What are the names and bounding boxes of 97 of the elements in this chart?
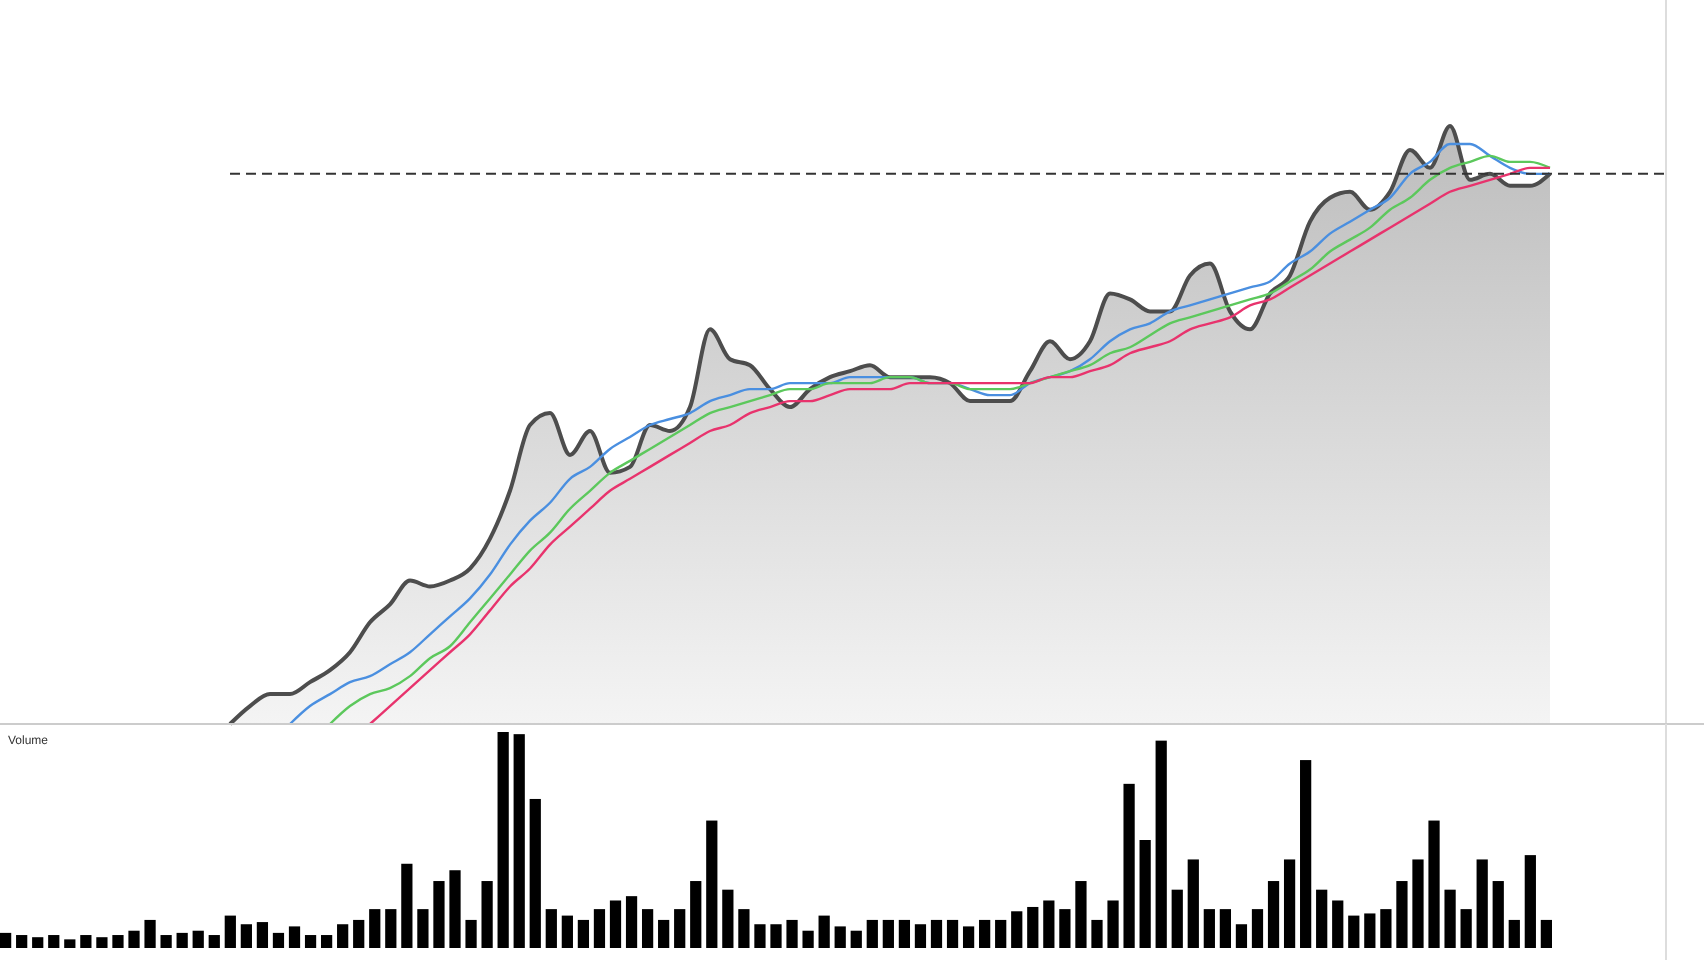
bar <box>240 924 252 948</box>
bar <box>1235 924 1248 948</box>
bar <box>962 926 975 948</box>
bar <box>545 909 557 948</box>
bar <box>1043 900 1055 948</box>
bar <box>1300 760 1312 948</box>
bar <box>160 935 172 948</box>
bar <box>754 924 766 948</box>
bar <box>433 881 445 948</box>
bar <box>818 915 830 948</box>
bar <box>609 900 622 948</box>
bar <box>1428 820 1440 948</box>
bar <box>1203 909 1215 948</box>
bar <box>449 870 461 948</box>
bar <box>882 919 894 948</box>
bar <box>80 935 92 948</box>
bar <box>1187 859 1199 948</box>
bar <box>593 909 606 948</box>
bar <box>96 937 108 948</box>
bar <box>128 930 140 948</box>
bar <box>48 935 60 948</box>
bar <box>465 919 477 948</box>
bar <box>1332 900 1344 948</box>
bar <box>529 798 541 948</box>
bar <box>353 919 365 948</box>
bar <box>738 909 750 948</box>
bar <box>802 930 814 948</box>
bar <box>497 732 509 948</box>
bar <box>641 909 654 948</box>
bar <box>1316 889 1328 948</box>
bar <box>272 932 285 948</box>
bar <box>898 919 911 948</box>
bar <box>1348 915 1360 948</box>
bar <box>1492 881 1504 948</box>
bar <box>706 820 718 948</box>
bar <box>1123 783 1135 948</box>
bar <box>176 932 188 948</box>
bar <box>722 889 734 948</box>
bar <box>770 924 782 948</box>
bar <box>369 909 381 948</box>
bar <box>1251 909 1264 948</box>
bar <box>304 935 317 948</box>
bar <box>1476 859 1488 948</box>
bar <box>561 915 573 948</box>
bar <box>144 919 156 948</box>
bar <box>1027 906 1039 948</box>
bar <box>946 919 959 948</box>
bar <box>674 909 686 948</box>
bar <box>1171 889 1183 948</box>
bar <box>320 935 333 948</box>
bar <box>1283 859 1296 948</box>
bar <box>1139 840 1151 948</box>
bar <box>208 935 220 948</box>
bar <box>1524 855 1536 948</box>
bar <box>112 935 124 948</box>
bar <box>1155 740 1167 948</box>
bar <box>690 881 702 948</box>
bar <box>256 922 269 948</box>
bar <box>0 932 12 948</box>
bar <box>1059 909 1071 948</box>
bar <box>1508 919 1520 948</box>
bar <box>401 863 413 948</box>
bar <box>930 919 943 948</box>
bar <box>850 930 862 948</box>
bar <box>658 919 670 948</box>
bar <box>786 919 798 948</box>
bar <box>481 881 493 948</box>
bar <box>192 930 204 948</box>
bar <box>1107 900 1119 948</box>
bar <box>834 926 846 948</box>
bar <box>288 926 301 948</box>
bar <box>16 935 28 948</box>
bar <box>577 919 590 948</box>
bar <box>914 924 927 948</box>
bar <box>979 919 991 948</box>
bar <box>1011 911 1023 948</box>
bar <box>1540 919 1552 948</box>
bar <box>513 734 525 948</box>
bar <box>224 915 236 948</box>
bar <box>1396 881 1408 948</box>
bar <box>866 919 878 948</box>
bar <box>1444 889 1456 948</box>
bar <box>1364 913 1376 948</box>
bar <box>417 909 429 948</box>
bar <box>1267 881 1280 948</box>
bar <box>385 909 397 948</box>
bar <box>64 939 76 948</box>
bar <box>1412 859 1424 948</box>
bar <box>1091 919 1103 948</box>
bar <box>1460 909 1472 948</box>
bar <box>625 896 638 948</box>
bar <box>995 919 1007 948</box>
bar <box>1380 909 1392 948</box>
bar <box>1075 881 1087 948</box>
bar <box>337 924 349 948</box>
bar <box>1219 909 1232 948</box>
bar <box>32 937 44 948</box>
